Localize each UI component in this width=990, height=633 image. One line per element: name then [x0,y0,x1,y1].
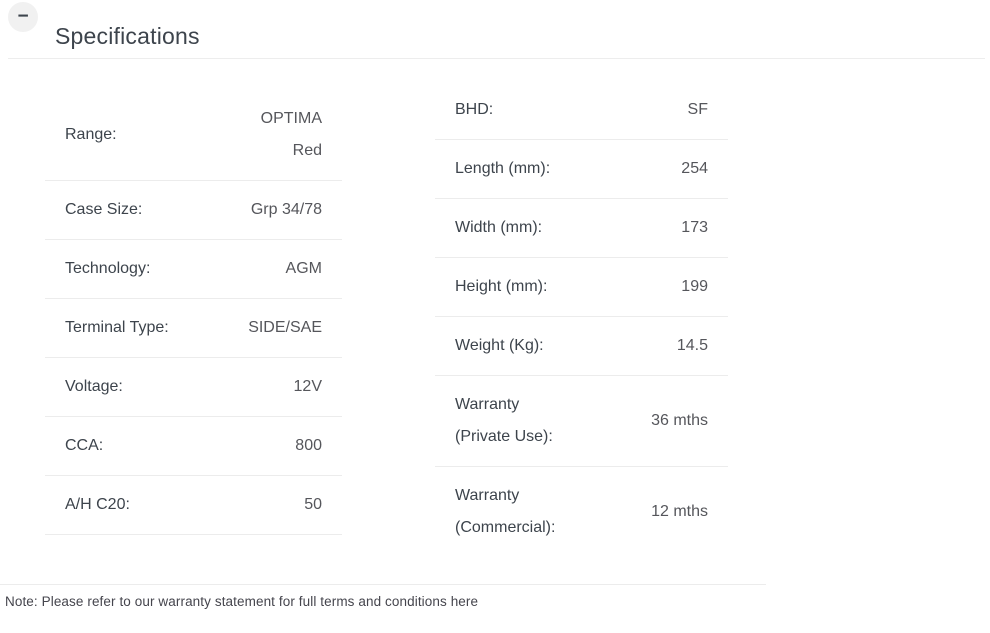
header-divider [8,58,985,59]
collapse-section-button[interactable]: − [8,2,38,32]
spec-row: Case Size: Grp 34/78 [45,181,342,240]
spec-row: CCA: 800 [45,417,342,476]
spec-row: Warranty (Commercial): 12 mths [435,467,728,557]
spec-label: Range: [65,126,117,143]
spec-value: 800 [295,437,322,454]
spec-value: 12V [293,378,322,395]
spec-value: SIDE/SAE [248,319,322,336]
spec-label: Warranty (Commercial): [455,487,556,536]
spec-row: Height (mm): 199 [435,258,728,317]
spec-value: 12 mths [651,503,708,520]
spec-row: Terminal Type: SIDE/SAE [45,299,342,358]
spec-label: Height (mm): [455,278,548,295]
spec-label: A/H C20: [65,496,130,513]
spec-value: OPTIMA Red [260,110,322,159]
spec-value: 50 [304,496,322,513]
footer-divider [0,584,766,585]
spec-value: 199 [681,278,708,295]
spec-row: Range: OPTIMA Red [45,90,342,181]
spec-value: SF [687,101,708,118]
spec-row: Warranty (Private Use): 36 mths [435,376,728,467]
spec-label: Weight (Kg): [455,337,544,354]
spec-label: Terminal Type: [65,319,169,336]
spec-label: Warranty (Private Use): [455,396,553,445]
spec-value: 36 mths [651,412,708,429]
spec-value: 173 [681,219,708,236]
spec-label: CCA: [65,437,104,454]
spec-row: Length (mm): 254 [435,140,728,199]
spec-label: Length (mm): [455,160,551,177]
spec-row: Width (mm): 173 [435,199,728,258]
spec-label: Voltage: [65,378,123,395]
spec-table-left: Range: OPTIMA Red Case Size: Grp 34/78 T… [45,90,342,535]
spec-label: Technology: [65,260,151,277]
spec-row: A/H C20: 50 [45,476,342,535]
spec-row: Weight (Kg): 14.5 [435,317,728,376]
spec-label: BHD: [455,101,494,118]
spec-row: Voltage: 12V [45,358,342,417]
spec-label: Case Size: [65,201,143,218]
spec-row: BHD: SF [435,81,728,140]
minus-icon: − [17,5,29,27]
spec-table-right: BHD: SF Length (mm): 254 Width (mm): 173… [435,81,728,557]
spec-row: Technology: AGM [45,240,342,299]
spec-value: AGM [285,260,322,277]
warranty-note: Note: Please refer to our warranty state… [5,594,479,609]
spec-value: 14.5 [676,337,708,354]
spec-label: Width (mm): [455,219,543,236]
spec-value: Grp 34/78 [250,201,322,218]
spec-value: 254 [681,160,708,177]
section-title: Specifications [55,23,200,50]
